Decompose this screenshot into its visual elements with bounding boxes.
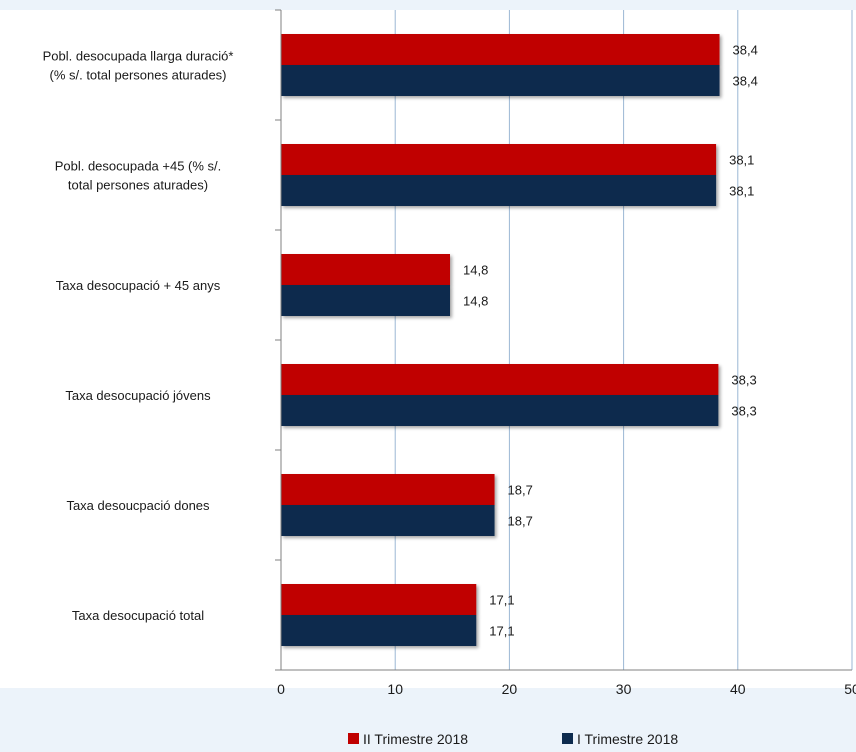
x-tick-label: 40 xyxy=(730,681,746,697)
data-label: 38,1 xyxy=(729,153,754,168)
category-label: Taxa desocupació jóvens xyxy=(65,388,211,403)
bars-group xyxy=(281,34,720,646)
x-tick-label: 30 xyxy=(616,681,632,697)
legend-entry: I Trimestre 2018 xyxy=(577,731,678,747)
bar-i-trimestre-3 xyxy=(281,395,719,426)
bar-ii-trimestre-0 xyxy=(281,34,720,65)
data-label: 38,3 xyxy=(731,404,756,419)
bar-ii-trimestre-4 xyxy=(281,474,495,505)
bar-ii-trimestre-5 xyxy=(281,584,477,615)
bar-ii-trimestre-1 xyxy=(281,144,717,175)
data-label: 14,8 xyxy=(463,294,488,309)
x-tick-label: 20 xyxy=(502,681,518,697)
plot-area-background xyxy=(0,10,856,688)
category-label: Pobl. desocupada +45 (% s/. total persone… xyxy=(55,159,222,193)
data-label: 38,1 xyxy=(729,184,754,199)
bar-i-trimestre-2 xyxy=(281,285,451,316)
data-label: 17,1 xyxy=(489,593,514,608)
category-label: Taxa desocupació total xyxy=(72,608,204,623)
labels-group: 38,4 38,4 Pobl. desocupada llarga duració*… xyxy=(43,43,758,639)
data-label: 38,4 xyxy=(733,74,758,89)
legend: II Trimestre 2018 I Trimestre 2018 xyxy=(348,731,678,747)
category-label: Taxa desoucpació dones xyxy=(66,498,210,513)
data-label: 18,7 xyxy=(508,514,533,529)
legend-swatch xyxy=(562,733,573,744)
data-label: 17,1 xyxy=(489,624,514,639)
bar-ii-trimestre-3 xyxy=(281,364,719,395)
category-label: Taxa desocupació + 45 anys xyxy=(56,278,221,293)
category-label: Pobl. desocupada llarga duració* (% s/. t… xyxy=(43,49,234,83)
bar-i-trimestre-4 xyxy=(281,505,495,536)
data-label: 14,8 xyxy=(463,263,488,278)
legend-entry: II Trimestre 2018 xyxy=(363,731,468,747)
bar-i-trimestre-0 xyxy=(281,65,720,96)
data-label: 38,4 xyxy=(733,43,758,58)
bar-i-trimestre-5 xyxy=(281,615,477,646)
x-tick-label: 10 xyxy=(387,681,403,697)
legend-swatch xyxy=(348,733,359,744)
data-label: 38,3 xyxy=(731,373,756,388)
axes-group: 0 10 20 30 40 50 xyxy=(275,9,856,697)
bar-i-trimestre-1 xyxy=(281,175,717,206)
x-tick-label: 0 xyxy=(277,681,285,697)
bar-ii-trimestre-2 xyxy=(281,254,451,285)
data-label: 18,7 xyxy=(508,483,533,498)
grid-lines xyxy=(394,10,853,670)
x-tick-label: 50 xyxy=(844,681,856,697)
